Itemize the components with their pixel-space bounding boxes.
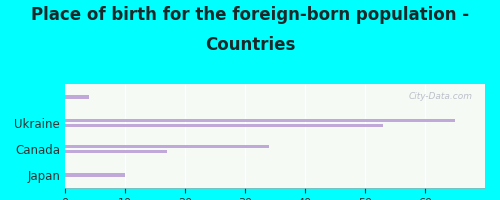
Bar xyxy=(65,119,455,122)
Bar xyxy=(65,173,125,177)
Text: Countries: Countries xyxy=(205,36,295,54)
Bar xyxy=(65,95,89,99)
Bar xyxy=(65,150,167,153)
Text: City-Data.com: City-Data.com xyxy=(408,92,472,101)
Bar xyxy=(65,145,269,148)
Text: Place of birth for the foreign-born population -: Place of birth for the foreign-born popu… xyxy=(31,6,469,24)
Bar xyxy=(65,124,383,127)
